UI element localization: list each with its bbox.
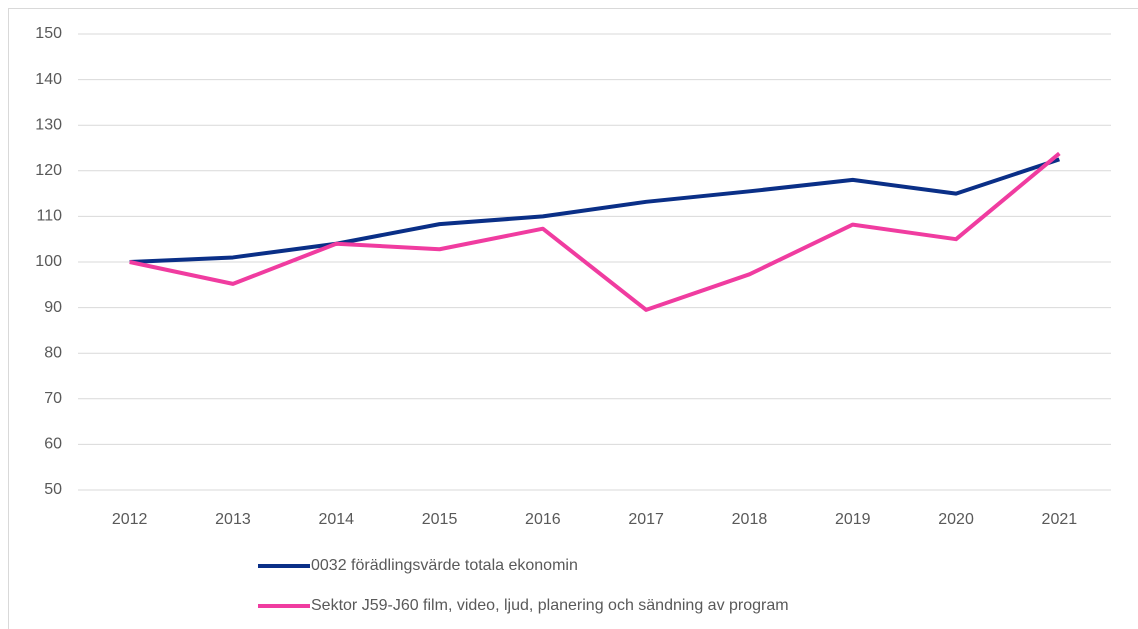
x-tick-label: 2016 xyxy=(525,511,561,528)
y-tick-label: 110 xyxy=(36,208,62,225)
x-tick-label: 2021 xyxy=(1042,511,1078,528)
series-line xyxy=(129,151,1061,312)
x-tick-label: 2020 xyxy=(938,511,974,528)
y-tick-label: 120 xyxy=(35,162,62,179)
y-tick-label: 70 xyxy=(44,390,62,407)
y-tick-label: 60 xyxy=(44,436,62,453)
y-tick-label: 50 xyxy=(44,481,62,498)
x-tick-label: 2017 xyxy=(628,511,664,528)
x-tick-label: 2014 xyxy=(318,511,354,528)
chart-border xyxy=(8,8,1138,629)
y-tick-label: 90 xyxy=(44,299,62,316)
legend-label: Sektor J59-J60 film, video, ljud, planer… xyxy=(311,597,789,614)
y-tick-label: 140 xyxy=(35,71,62,88)
x-tick-label: 2015 xyxy=(422,511,458,528)
x-tick-label: 2013 xyxy=(215,511,251,528)
y-tick-label: 130 xyxy=(35,116,62,133)
legend-label: 0032 förädlingsvärde totala ekonomin xyxy=(311,557,578,574)
x-tick-label: 2018 xyxy=(732,511,768,528)
y-tick-label: 100 xyxy=(35,253,62,270)
x-tick-label: 2012 xyxy=(112,511,148,528)
y-tick-label: 150 xyxy=(35,25,62,42)
x-tick-label: 2019 xyxy=(835,511,871,528)
series-line xyxy=(129,157,1060,264)
y-tick-label: 80 xyxy=(44,344,62,361)
